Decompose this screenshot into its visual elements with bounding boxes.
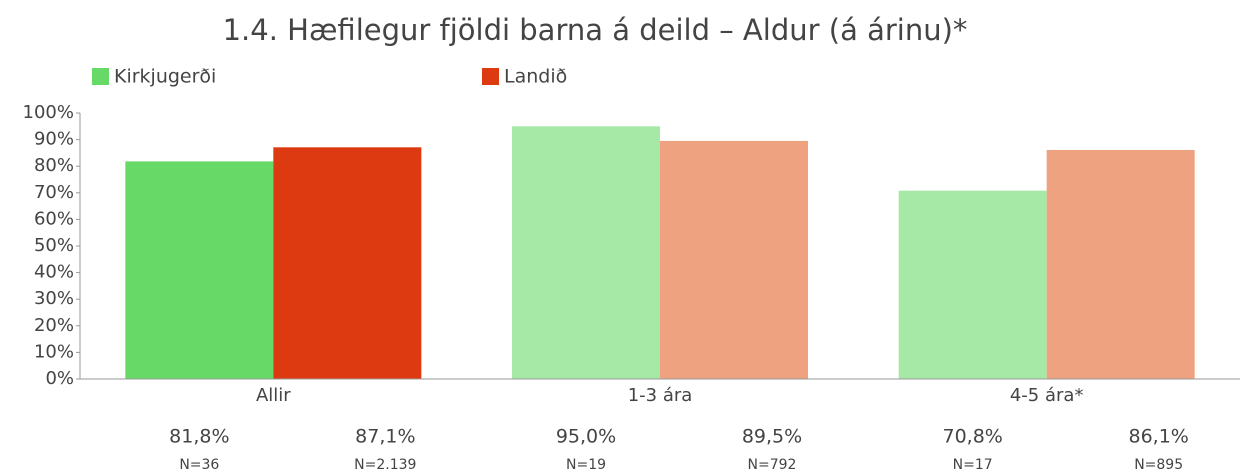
legend-swatch [92, 68, 109, 85]
n-label: N=792 [748, 457, 797, 473]
bar [125, 161, 274, 379]
x-tick-label: 1-3 ára [628, 385, 693, 406]
value-label: 89,5% [742, 426, 802, 448]
y-tick-label: 40% [34, 262, 74, 283]
legend-swatch [482, 68, 499, 85]
value-label: 86,1% [1128, 426, 1188, 448]
n-label: N=19 [566, 457, 606, 473]
x-tick-label: 4-5 ára* [1010, 385, 1084, 406]
n-label: N=895 [1134, 457, 1183, 473]
y-tick-label: 0% [45, 368, 74, 389]
y-tick-label: 80% [34, 155, 74, 176]
y-tick-label: 70% [34, 182, 74, 203]
y-tick-label: 90% [34, 129, 74, 150]
y-tick-label: 10% [34, 341, 74, 362]
value-label: 95,0% [556, 426, 616, 448]
y-tick-label: 50% [34, 235, 74, 256]
n-label: N=36 [179, 457, 219, 473]
value-label: 81,8% [169, 426, 229, 448]
y-tick-label: 60% [34, 208, 74, 229]
value-label: 70,8% [942, 426, 1002, 448]
n-label: N=2.139 [354, 457, 416, 473]
bar [273, 147, 422, 379]
bar [1046, 149, 1195, 379]
bar [512, 126, 660, 379]
bar [660, 140, 808, 379]
y-tick-label: 30% [34, 288, 74, 309]
bar [898, 190, 1047, 379]
value-label: 87,1% [355, 426, 415, 448]
legend-label: Kirkjugerði [114, 66, 216, 88]
chart-title: 1.4. Hæfilegur fjöldi barna á deild – Al… [223, 13, 968, 47]
legend-label: Landið [504, 66, 567, 88]
y-tick-label: 20% [34, 315, 74, 336]
x-tick-label: Allir [256, 385, 291, 406]
n-label: N=17 [953, 457, 993, 473]
y-tick-label: 100% [23, 102, 74, 123]
